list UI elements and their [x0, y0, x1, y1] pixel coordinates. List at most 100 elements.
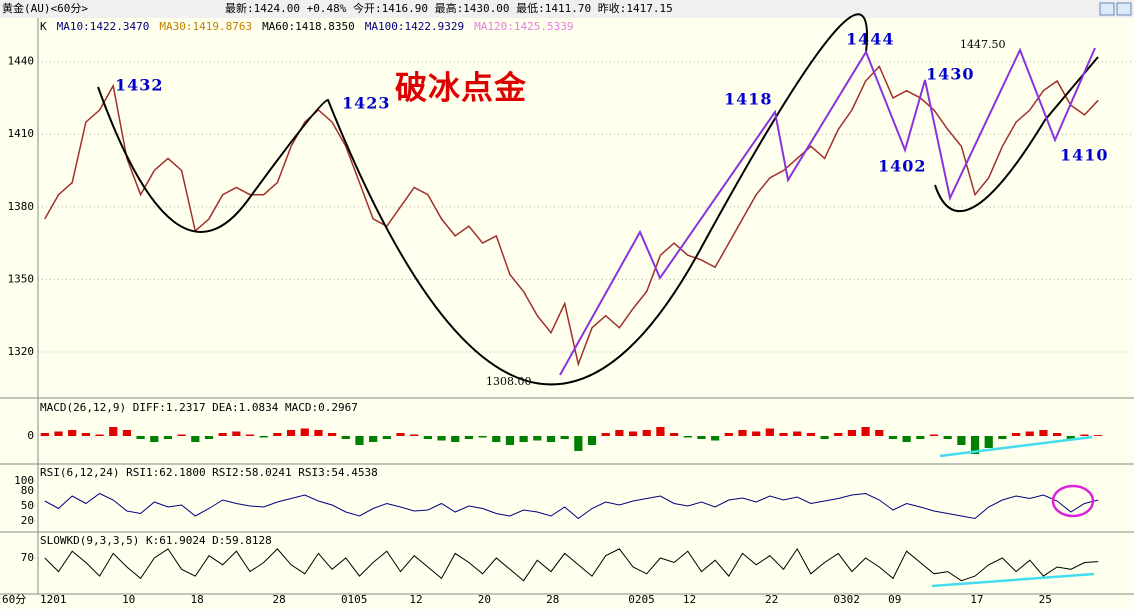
- x-tick-label: 10: [122, 593, 135, 606]
- bar: [423, 436, 432, 439]
- bar: [711, 436, 720, 441]
- panel-title: SLOWKD(9,3,3,5) K:61.9024 D:59.8128: [40, 534, 272, 547]
- legend-item: MA120:1425.5339: [474, 20, 573, 33]
- bar: [451, 436, 460, 442]
- bar: [382, 436, 391, 439]
- bar: [1080, 434, 1089, 436]
- quote: 最新:1424.00 +0.48% 今开:1416.90 最高:1430.00 …: [225, 1, 673, 15]
- bar: [177, 434, 186, 436]
- bar: [191, 436, 200, 442]
- bar: [628, 431, 638, 436]
- bar: [779, 433, 788, 436]
- bar: [601, 433, 610, 436]
- y-tick-label: 100: [14, 474, 34, 487]
- x-tick-label: 0105: [341, 593, 368, 606]
- annotation: 1444: [846, 30, 895, 49]
- bar: [765, 428, 774, 436]
- bar: [519, 436, 528, 442]
- series-line: [44, 492, 1099, 520]
- annotation: 1430: [926, 65, 975, 84]
- bar: [820, 436, 829, 439]
- y-tick-label: 0: [27, 429, 34, 442]
- bar: [998, 436, 1007, 439]
- bar: [943, 436, 952, 439]
- annotation: 1308.00: [486, 375, 532, 388]
- x-tick-label: 28: [546, 593, 559, 606]
- bar: [505, 436, 515, 445]
- y-tick-label: 1320: [8, 345, 35, 358]
- bar: [984, 436, 993, 448]
- bar: [286, 430, 296, 436]
- annotation: 破冰点金: [395, 69, 527, 107]
- button[interactable]: [1099, 2, 1115, 16]
- bar: [875, 430, 884, 436]
- y-tick-label: 70: [21, 551, 34, 564]
- bar: [478, 436, 487, 438]
- panel-title: MACD(26,12,9) DIFF:1.2317 DEA:1.0834 MAC…: [40, 401, 358, 414]
- header-bar: [0, 0, 1134, 18]
- bar: [328, 433, 337, 436]
- annotation: 1410: [1060, 146, 1109, 165]
- bar: [656, 427, 665, 436]
- bar: [40, 433, 49, 436]
- bar: [957, 436, 966, 445]
- bar: [410, 434, 419, 436]
- bar: [245, 434, 255, 436]
- annotation: 1447.50: [960, 38, 1006, 51]
- bar: [314, 430, 323, 436]
- series-line: [44, 65, 1099, 367]
- bar: [929, 434, 939, 436]
- bar: [163, 436, 173, 439]
- bar: [1094, 435, 1103, 436]
- bar: [396, 433, 405, 436]
- x-tick-label: 12: [683, 593, 696, 606]
- annotation: 1423: [342, 94, 391, 113]
- bar: [669, 433, 679, 436]
- legend-item: K: [40, 20, 47, 33]
- bar: [861, 427, 870, 436]
- y-tick-label: 1410: [8, 127, 35, 140]
- x-tick-label: 12: [409, 593, 422, 606]
- bar: [81, 433, 90, 436]
- period: 60分: [2, 593, 26, 606]
- bar: [259, 436, 268, 438]
- bar: [341, 436, 350, 439]
- bar: [587, 436, 597, 445]
- x-tick-label: 0205: [628, 593, 655, 606]
- bar: [793, 431, 802, 436]
- bar: [136, 436, 145, 439]
- x-tick-label: 0302: [833, 593, 860, 606]
- legend-item: MA100:1422.9329: [365, 20, 464, 33]
- bar: [560, 436, 569, 439]
- annotation: 1432: [115, 76, 164, 95]
- y-tick-label: 1350: [8, 272, 35, 285]
- bar: [970, 436, 980, 454]
- bar: [492, 436, 501, 442]
- bar: [369, 436, 378, 442]
- bar: [95, 434, 104, 436]
- x-tick-label: 28: [273, 593, 286, 606]
- bar: [752, 431, 761, 436]
- y-tick-label: 50: [21, 499, 34, 512]
- bar: [806, 433, 815, 436]
- bar: [1025, 431, 1034, 436]
- plot: K MA10:1422.3470 MA30:1419.8763 MA60:1418.8…: [8, 20, 1134, 606]
- bar: [232, 431, 241, 436]
- bar: [834, 433, 843, 436]
- legend-item: MA10:1422.3470: [57, 20, 150, 33]
- annotation: 1418: [724, 90, 773, 109]
- bar: [218, 433, 227, 436]
- button[interactable]: [1116, 2, 1132, 16]
- bar: [204, 436, 214, 439]
- x-tick-label: 20: [478, 593, 491, 606]
- bar: [273, 433, 282, 436]
- bar: [724, 433, 733, 436]
- bar: [902, 436, 911, 442]
- bar: [122, 430, 132, 436]
- bar: [847, 430, 857, 436]
- bar: [546, 436, 556, 442]
- annotation: 1402: [878, 157, 927, 176]
- bar: [738, 430, 747, 436]
- x-tick-label: 17: [970, 593, 983, 606]
